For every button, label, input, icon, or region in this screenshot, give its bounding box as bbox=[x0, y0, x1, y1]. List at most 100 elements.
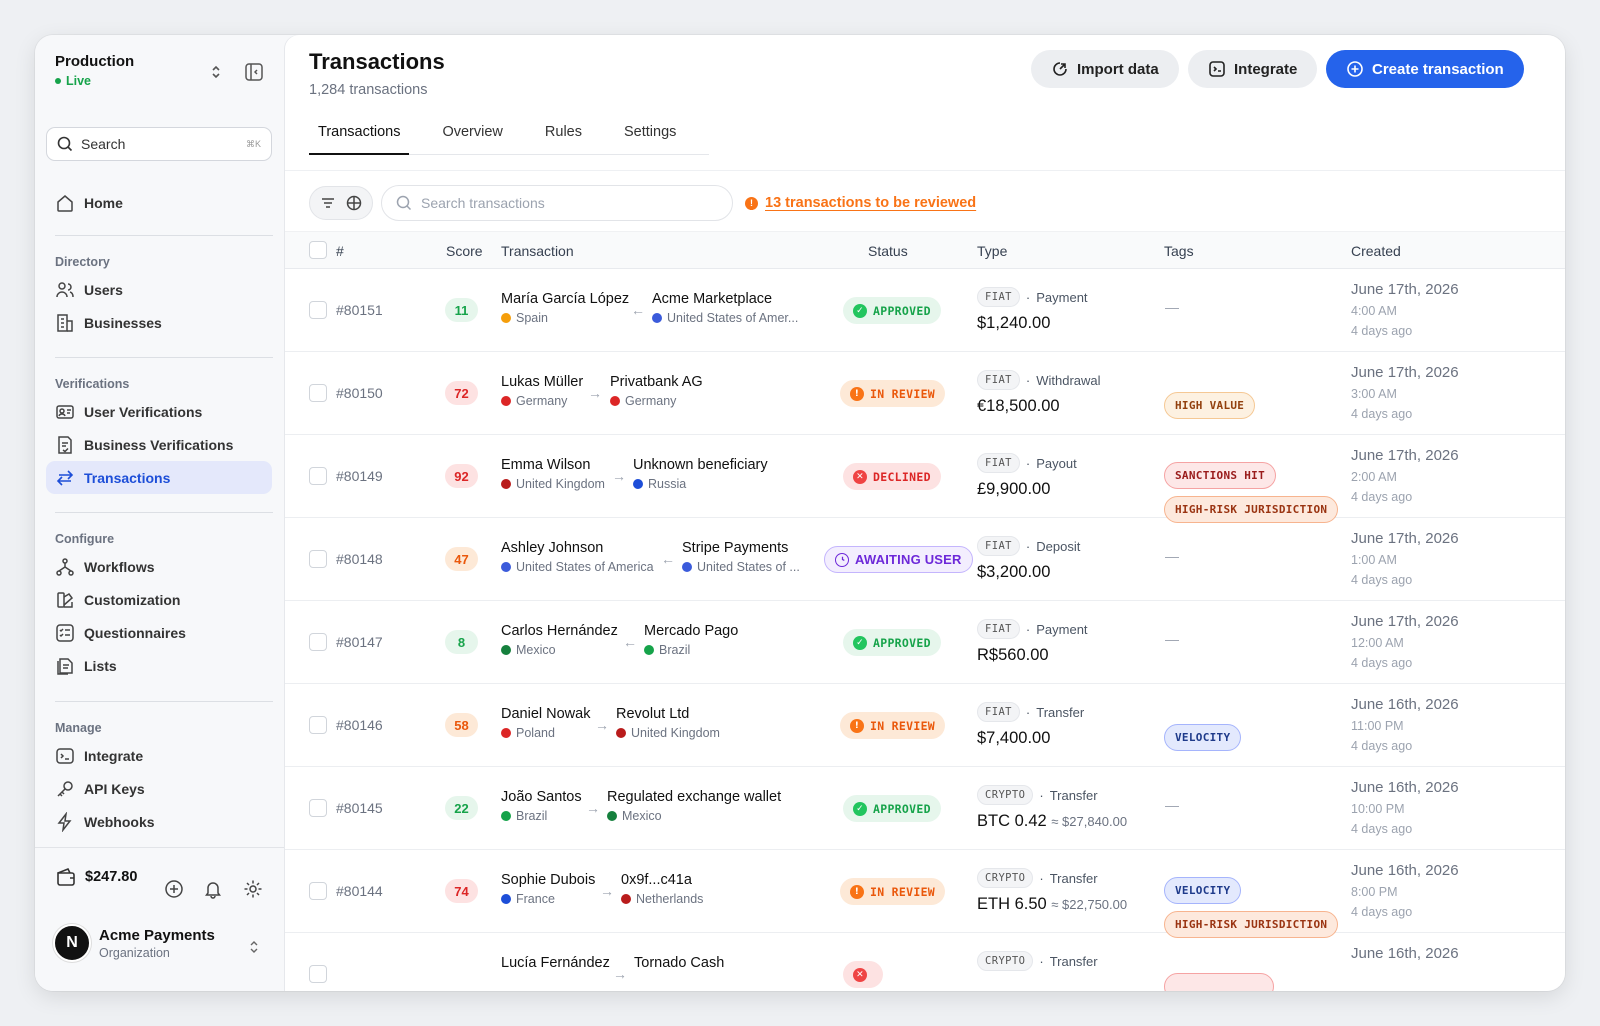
sender-party[interactable]: Sophie Dubois France bbox=[501, 872, 595, 906]
organization-switcher[interactable]: N Acme Payments Organization bbox=[53, 924, 215, 962]
select-all-checkbox[interactable] bbox=[309, 241, 327, 259]
row-checkbox[interactable] bbox=[309, 550, 327, 568]
sender-name: Sophie Dubois bbox=[501, 872, 596, 888]
status-badge: AWAITING USER bbox=[824, 546, 973, 573]
recipient-party[interactable]: Privatbank AG Germany bbox=[610, 374, 703, 408]
import-data-button[interactable]: Import data bbox=[1031, 50, 1179, 88]
sender-name: Lukas Müller bbox=[501, 374, 584, 390]
alert-icon: ! bbox=[745, 196, 758, 210]
nav-directory-group: Directory Users Businesses bbox=[46, 251, 272, 339]
column-header-status[interactable]: Status bbox=[868, 243, 908, 259]
columns-icon[interactable] bbox=[346, 195, 362, 211]
sidebar-item-webhooks[interactable]: Webhooks bbox=[46, 805, 272, 838]
column-header-score[interactable]: Score bbox=[446, 243, 483, 259]
separator-dot: · bbox=[1025, 538, 1031, 554]
row-checkbox[interactable] bbox=[309, 799, 327, 817]
recipient-party[interactable]: Tornado Cash bbox=[634, 955, 724, 971]
chevron-updown-icon[interactable] bbox=[243, 936, 265, 958]
gear-icon[interactable] bbox=[242, 878, 264, 900]
table-row[interactable]: #80144 74 Sophie Dubois France → 0x9f...c41a N… bbox=[285, 850, 1565, 938]
status-badge: ! IN REVIEW bbox=[840, 712, 946, 739]
sidebar-item-users[interactable]: Users bbox=[46, 273, 272, 306]
integrate-button[interactable]: Integrate bbox=[1188, 50, 1318, 88]
environment-switcher[interactable]: Production Live bbox=[55, 53, 134, 88]
amount-value: ETH 6.50 bbox=[977, 895, 1047, 913]
sidebar-item-businesses[interactable]: Businesses bbox=[46, 306, 272, 339]
tab-rules[interactable]: Rules bbox=[544, 124, 582, 140]
table-row[interactable]: #80147 8 Carlos Hernández Mexico ← Mercado Pa… bbox=[285, 601, 1565, 684]
home-icon bbox=[57, 194, 73, 212]
created-relative: 4 days ago bbox=[1351, 324, 1413, 338]
row-checkbox[interactable] bbox=[309, 716, 327, 734]
collapse-sidebar-icon[interactable] bbox=[243, 61, 265, 83]
create-transaction-button[interactable]: Create transaction bbox=[1326, 50, 1524, 88]
row-checkbox[interactable] bbox=[309, 633, 327, 651]
sidebar-item-customization[interactable]: Customization bbox=[46, 583, 272, 616]
sender-party[interactable]: Carlos Hernández Mexico bbox=[501, 623, 618, 657]
transaction-type-label: Transfer bbox=[1036, 704, 1085, 720]
row-checkbox[interactable] bbox=[309, 384, 327, 402]
recipient-party[interactable]: Mercado Pago Brazil bbox=[644, 623, 738, 657]
transaction-id: #80150 bbox=[336, 385, 383, 401]
divider bbox=[285, 170, 1565, 171]
column-header-id[interactable]: # bbox=[336, 243, 344, 259]
recipient-party[interactable]: Unknown beneficiary Russia bbox=[633, 457, 768, 491]
tab-overview[interactable]: Overview bbox=[442, 124, 503, 140]
sidebar-item-label: Customization bbox=[84, 591, 181, 608]
sidebar-item-user-verifications[interactable]: User Verifications bbox=[46, 395, 272, 428]
tab-transactions[interactable]: Transactions bbox=[309, 115, 410, 155]
wallet-balance[interactable]: $247.80 bbox=[55, 866, 137, 888]
sender-party[interactable]: Ashley Johnson United States of America bbox=[501, 540, 654, 574]
sender-party[interactable]: João Santos Brazil bbox=[501, 789, 582, 823]
sidebar-item-integrate[interactable]: Integrate bbox=[46, 739, 272, 772]
table-row[interactable]: #80151 11 María García López Spain ← Acme Mar… bbox=[285, 269, 1565, 352]
row-checkbox[interactable] bbox=[309, 301, 327, 319]
table-row[interactable]: #80146 58 Daniel Nowak Poland → Revolut Ltd Un… bbox=[285, 684, 1565, 767]
filter-icon[interactable] bbox=[320, 195, 336, 211]
recipient-party[interactable]: Regulated exchange wallet Mexico bbox=[607, 789, 781, 823]
column-header-type[interactable]: Type bbox=[977, 243, 1008, 259]
sender-party[interactable]: Lucía Fernández bbox=[501, 955, 610, 971]
row-checkbox[interactable] bbox=[309, 882, 327, 900]
sender-party[interactable]: Lukas Müller Germany bbox=[501, 374, 583, 408]
table-row[interactable]: #80149 92 Emma Wilson United Kingdom → Unknow… bbox=[285, 435, 1565, 523]
bell-icon[interactable] bbox=[202, 878, 224, 900]
add-circle-icon[interactable] bbox=[163, 878, 185, 900]
sender-party[interactable]: María García López Spain bbox=[501, 291, 629, 325]
sidebar-item-workflows[interactable]: Workflows bbox=[46, 550, 272, 583]
sidebar-item-home[interactable]: Home bbox=[46, 186, 272, 219]
sidebar-item-business-verifications[interactable]: Business Verifications bbox=[46, 428, 272, 461]
sidebar-item-questionnaires[interactable]: Questionnaires bbox=[46, 616, 272, 649]
table-row[interactable]: #80145 22 João Santos Brazil → Regulated exch… bbox=[285, 767, 1565, 850]
review-pending-link[interactable]: ! 13 transactions to be reviewed bbox=[745, 195, 976, 211]
sender-party[interactable]: Daniel Nowak Poland bbox=[501, 706, 590, 740]
sidebar-item-api-keys[interactable]: API Keys bbox=[46, 772, 272, 805]
recipient-party[interactable]: 0x9f...c41a Netherlands bbox=[621, 872, 703, 906]
column-header-tags[interactable]: Tags bbox=[1164, 243, 1194, 259]
tab-settings[interactable]: Settings bbox=[623, 124, 677, 140]
recipient-party[interactable]: Acme Marketplace United States of Amer... bbox=[652, 291, 798, 325]
key-icon bbox=[57, 780, 73, 797]
document-check-icon bbox=[58, 435, 72, 454]
sender-country: Poland bbox=[501, 726, 590, 740]
row-checkbox[interactable] bbox=[309, 965, 327, 983]
recipient-party[interactable]: Stripe Payments United States of ... bbox=[682, 540, 800, 574]
recipient-country: Brazil bbox=[644, 643, 738, 657]
row-checkbox[interactable] bbox=[309, 467, 327, 485]
table-row[interactable]: #80150 72 Lukas Müller Germany → Privatbank A… bbox=[285, 352, 1565, 435]
transaction-count: 1,284 transactions bbox=[309, 82, 428, 98]
sidebar-item-transactions[interactable]: Transactions bbox=[46, 461, 272, 494]
table-row[interactable]: Lucía Fernández → Tornado Cash ✕ CRYPTO · Tran… bbox=[285, 933, 1565, 991]
recipient-party[interactable]: Revolut Ltd United Kingdom bbox=[616, 706, 720, 740]
sidebar-item-label: Questionnaires bbox=[84, 624, 186, 641]
sender-party[interactable]: Emma Wilson United Kingdom bbox=[501, 457, 605, 491]
sidebar-search[interactable]: Search ⌘K bbox=[46, 127, 272, 161]
transaction-search-input[interactable]: Search transactions bbox=[381, 185, 733, 221]
column-header-created[interactable]: Created bbox=[1351, 243, 1401, 259]
status-badge: ✕ bbox=[843, 961, 883, 988]
table-row[interactable]: #80148 47 Ashley Johnson United States of A… bbox=[285, 518, 1565, 601]
org-type: Organization bbox=[99, 945, 170, 960]
chevron-updown-icon[interactable] bbox=[205, 61, 227, 83]
column-header-transaction[interactable]: Transaction bbox=[501, 243, 574, 259]
sidebar-item-lists[interactable]: Lists bbox=[46, 649, 272, 682]
